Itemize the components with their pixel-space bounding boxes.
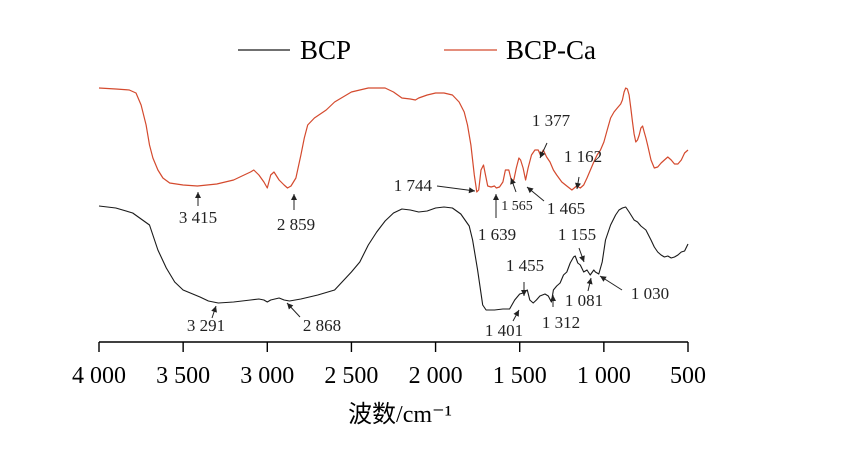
peak-annotation: 3 415 [179, 192, 217, 227]
peak-annotation: 1 312 [542, 295, 580, 332]
peak-annotation-arrowhead [493, 194, 499, 200]
peak-annotation-label: 1 565 [501, 199, 533, 214]
peak-annotation: 1 162 [564, 147, 602, 190]
peak-annotation-label: 2 859 [277, 215, 315, 234]
peak-annotation-label: 1 162 [564, 147, 602, 166]
peak-annotation-arrowhead [575, 182, 581, 189]
x-tick-label: 3 000 [240, 363, 294, 389]
x-tick-label: 4 000 [72, 363, 126, 389]
peak-annotation-arrowhead [510, 178, 516, 185]
peak-annotation: 1 030 [599, 275, 669, 303]
peak-annotation-arrowhead [521, 290, 527, 296]
peak-annotation-label: 1 465 [547, 199, 585, 218]
x-tick-label: 3 500 [156, 363, 210, 389]
peak-annotation: 1 377 [532, 111, 571, 159]
x-axis-title: 波数/cm⁻¹ [348, 401, 452, 428]
peak-annotation-label: 1 081 [565, 291, 603, 310]
legend-label-bcp-ca: BCP-Ca [506, 35, 596, 65]
peak-annotation-arrowhead [527, 187, 534, 194]
peak-annotation: 1 465 [526, 186, 585, 218]
peak-annotation: 1 455 [506, 256, 544, 296]
peak-annotation-label: 1 155 [558, 225, 596, 244]
x-tick-label: 1 000 [577, 363, 631, 389]
peak-annotation-label: 1 744 [394, 176, 433, 195]
peak-annotation-arrowhead [195, 192, 201, 198]
legend-label-bcp: BCP [300, 35, 351, 65]
x-tick-label: 500 [670, 363, 706, 389]
peak-annotation: 1 401 [485, 309, 523, 340]
peak-annotation: 1 639 [478, 194, 516, 244]
peak-annotations: 3 415 2 859 1 744 1 639 1 565 1 465 1 377 1 162… [179, 111, 669, 340]
peak-annotation-arrowhead [539, 151, 546, 158]
peak-annotation-arrowhead [211, 306, 217, 313]
peak-annotation-arrowhead [468, 187, 475, 194]
peak-annotation-arrowhead [579, 255, 585, 262]
peak-annotation: 1 565 [501, 177, 533, 214]
peak-annotation-label: 1 312 [542, 313, 580, 332]
peak-annotation-arrowhead [513, 310, 519, 317]
peak-annotation-label: 2 868 [303, 316, 341, 335]
peak-annotation-label: 1 377 [532, 111, 571, 130]
legend: BCP BCP-Ca [238, 35, 596, 65]
peak-annotation: 2 859 [277, 194, 315, 234]
peak-annotation-arrow [436, 185, 476, 192]
peak-annotation: 1 155 [558, 225, 596, 263]
peak-annotation: 1 744 [394, 176, 476, 195]
peak-annotation-label: 3 291 [187, 316, 225, 335]
peak-annotation-label: 1 639 [478, 225, 516, 244]
peak-annotation-arrowhead [287, 303, 294, 310]
x-axis-ticks: 4 000 3 500 3 000 2 500 2 000 1 500 1 000 500 [72, 342, 706, 389]
x-tick-label: 2 000 [409, 363, 463, 389]
peak-annotation-label: 1 401 [485, 321, 523, 340]
peak-annotation-label: 3 415 [179, 208, 217, 227]
peak-annotation: 2 868 [286, 302, 341, 335]
peak-annotation: 3 291 [187, 305, 225, 335]
peak-annotation-arrowhead [291, 194, 297, 200]
peak-annotation-arrowhead [600, 276, 607, 282]
x-tick-label: 1 500 [493, 363, 547, 389]
peak-annotation-arrowhead [586, 278, 593, 285]
peak-annotation: 1 081 [565, 277, 603, 310]
peak-annotation-label: 1 455 [506, 256, 544, 275]
x-tick-label: 2 500 [324, 363, 378, 389]
peak-annotation-label: 1 030 [631, 284, 669, 303]
peak-annotation-arrowhead [550, 295, 556, 301]
series-line-bcp-ca [98, 87, 689, 193]
